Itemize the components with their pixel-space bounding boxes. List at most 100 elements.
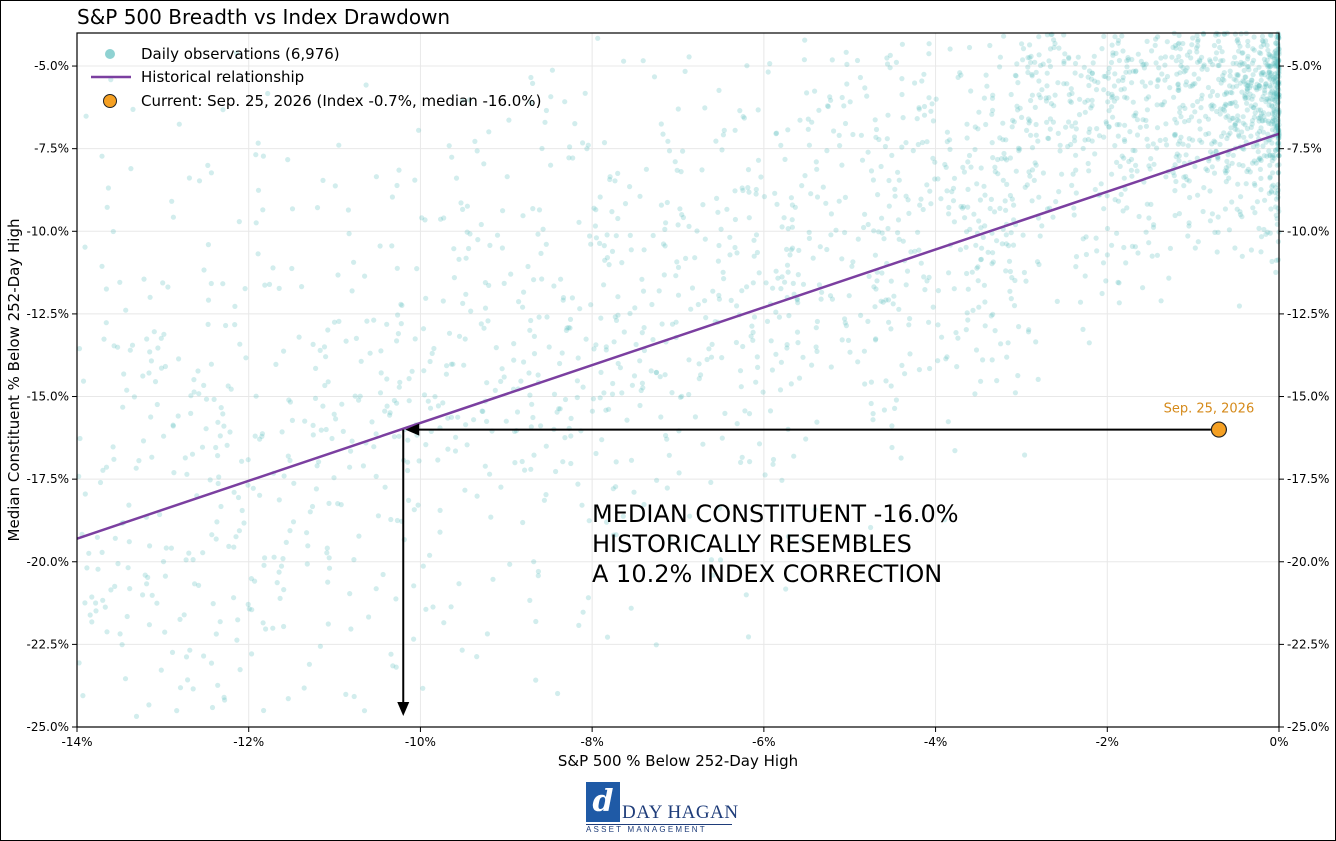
scatter-point: [883, 297, 889, 303]
scatter-point: [1217, 111, 1223, 117]
callout-line: A 10.2% INDEX CORRECTION: [592, 560, 942, 588]
scatter-point: [1199, 92, 1205, 98]
scatter-point: [992, 164, 998, 170]
scatter-point: [952, 448, 958, 454]
scatter-point: [1232, 122, 1238, 128]
scatter-point: [512, 460, 518, 466]
scatter-point: [827, 94, 833, 100]
scatter-point: [1263, 231, 1269, 237]
scatter-point: [1195, 38, 1201, 45]
scatter-point: [1243, 95, 1249, 101]
scatter-point: [446, 143, 452, 149]
scatter-point: [1270, 170, 1276, 176]
scatter-point: [1002, 155, 1008, 161]
scatter-point: [1180, 141, 1186, 147]
scatter-point: [963, 244, 969, 250]
scatter-point: [708, 557, 715, 563]
scatter-point: [1006, 243, 1012, 249]
scatter-point: [1015, 107, 1021, 113]
scatter-point: [111, 456, 117, 462]
scatter-point: [1214, 249, 1220, 255]
scatter-point: [677, 206, 683, 212]
scatter-point: [964, 229, 970, 235]
scatter-point: [1260, 39, 1266, 45]
scatter-point: [604, 255, 611, 261]
scatter-point: [1146, 94, 1152, 100]
scatter-point: [357, 393, 363, 399]
scatter-point: [889, 444, 895, 451]
scatter-point: [1222, 168, 1228, 174]
scatter-point: [1035, 138, 1041, 144]
scatter-point: [610, 532, 617, 538]
scatter-point: [1147, 166, 1153, 172]
scatter-point: [259, 433, 265, 439]
scatter-point: [325, 621, 331, 627]
scatter-point: [1218, 58, 1224, 64]
scatter-point: [520, 213, 526, 219]
scatter-point: [899, 76, 905, 82]
scatter-point: [715, 209, 721, 215]
scatter-point: [316, 459, 322, 465]
scatter-point: [182, 455, 188, 461]
scatter-point: [926, 95, 932, 101]
scatter-point: [1181, 174, 1187, 180]
scatter-point: [535, 231, 541, 237]
scatter-point: [1258, 111, 1265, 117]
scatter-point: [1268, 189, 1274, 195]
scatter-point: [568, 415, 574, 421]
scatter-point: [704, 356, 710, 363]
scatter-point: [989, 111, 995, 117]
scatter-point: [124, 613, 130, 620]
legend-line-label: Historical relationship: [141, 68, 304, 86]
scatter-point: [584, 146, 590, 152]
scatter-point: [575, 355, 581, 361]
scatter-point: [805, 116, 811, 122]
y-tick-label-right: -15.0%: [1287, 390, 1329, 404]
scatter-point: [1108, 59, 1115, 66]
scatter-point: [751, 253, 757, 259]
scatter-point: [161, 433, 167, 439]
scatter-point: [1045, 135, 1051, 141]
scatter-point: [362, 273, 368, 279]
scatter-point: [1268, 188, 1274, 194]
scatter-point: [253, 220, 259, 226]
scatter-point: [105, 185, 111, 191]
scatter-point: [1080, 326, 1086, 332]
scatter-point: [257, 436, 263, 442]
scatter-point: [790, 280, 796, 286]
scatter-point: [1245, 82, 1251, 88]
scatter-point: [784, 262, 791, 268]
scatter-point: [610, 486, 616, 492]
scatter-point: [756, 441, 763, 447]
scatter-point: [747, 459, 753, 465]
scatter-point: [146, 702, 152, 708]
scatter-point: [813, 159, 819, 165]
scatter-point: [899, 41, 906, 47]
scatter-point: [1078, 73, 1084, 79]
scatter-point: [785, 534, 792, 540]
scatter-point: [673, 319, 679, 325]
scatter-point: [1052, 40, 1058, 47]
scatter-point: [988, 313, 994, 319]
scatter-point: [340, 428, 346, 434]
scatter-point: [177, 616, 183, 623]
scatter-point: [613, 532, 619, 538]
scatter-point: [740, 343, 746, 350]
scatter-point: [1017, 146, 1023, 152]
scatter-point: [377, 390, 384, 396]
scatter-point: [485, 318, 491, 324]
scatter-point: [544, 314, 550, 320]
scatter-point: [1245, 64, 1252, 70]
scatter-point: [662, 226, 668, 232]
scatter-point: [627, 232, 633, 238]
scatter-point: [1245, 38, 1251, 45]
scatter-point: [930, 118, 937, 124]
scatter-point: [335, 272, 341, 278]
scatter-point: [873, 134, 879, 140]
scatter-point: [976, 218, 982, 224]
x-tick-label: -4%: [924, 735, 947, 749]
scatter-point: [882, 143, 889, 150]
scatter-point: [582, 90, 588, 96]
scatter-point: [1008, 296, 1014, 302]
scatter-point: [842, 229, 848, 236]
